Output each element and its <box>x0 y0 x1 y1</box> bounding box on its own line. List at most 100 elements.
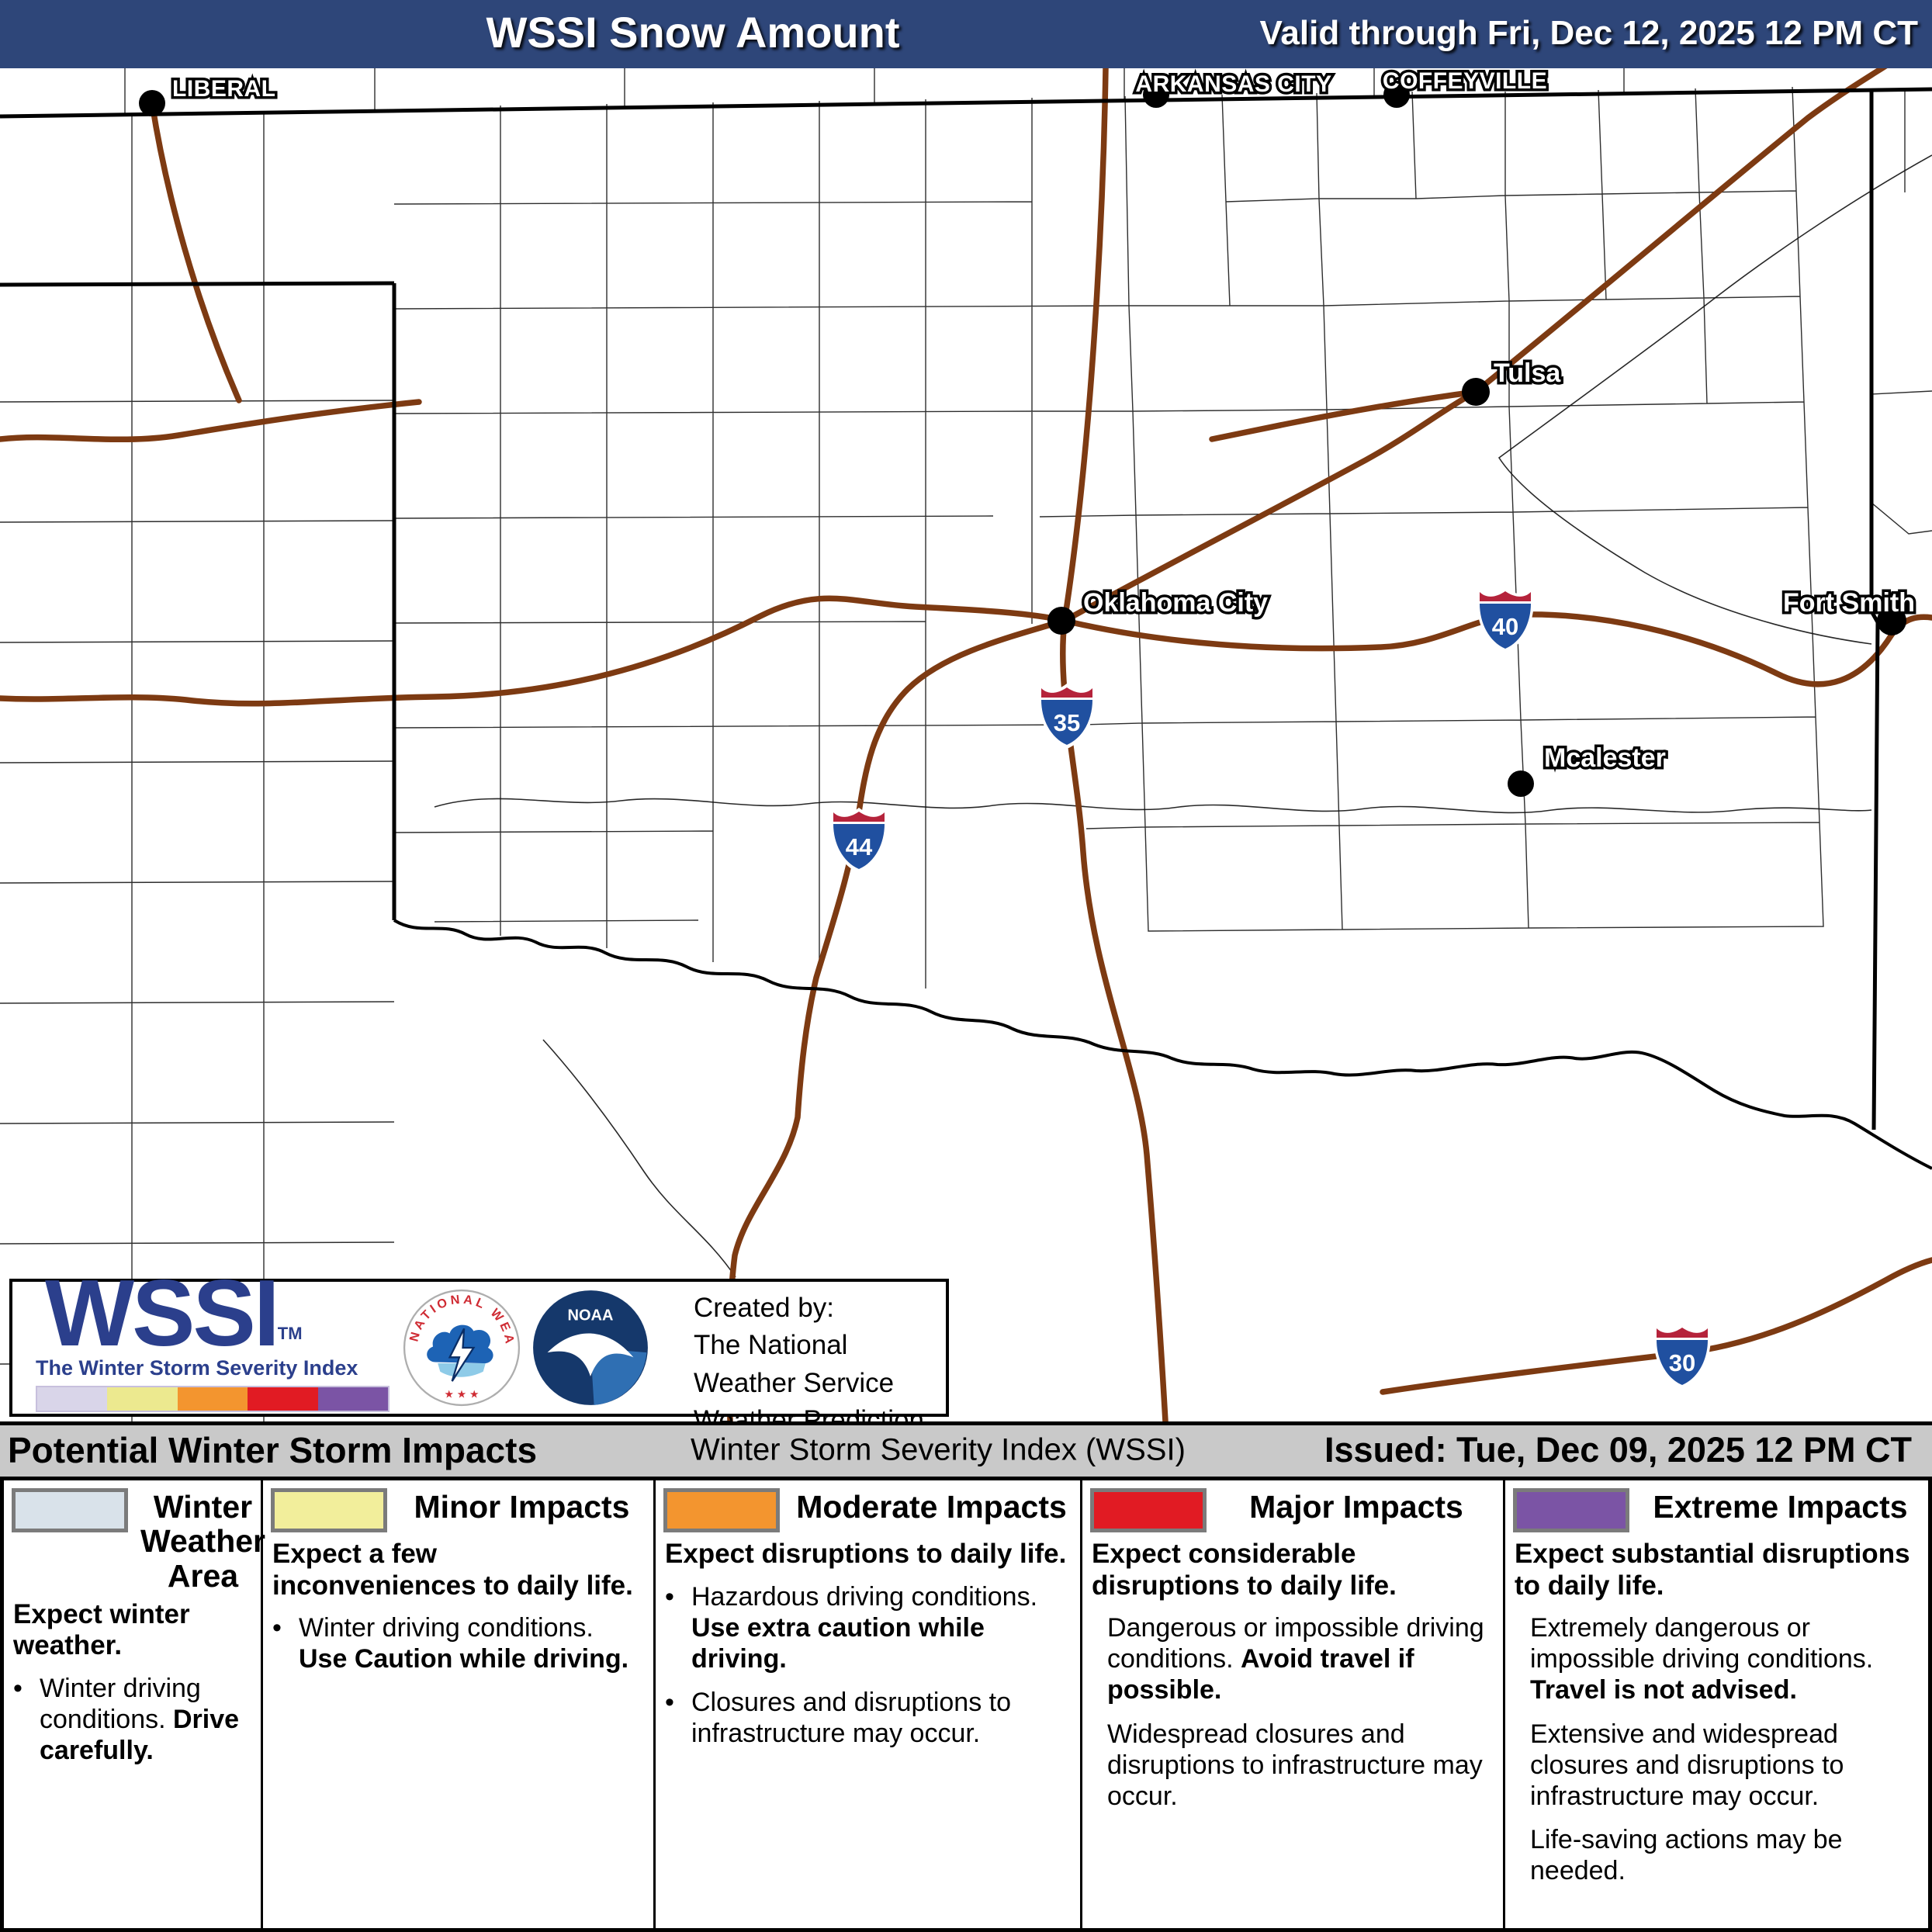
wssi-index-label: Winter Storm Severity Index (WSSI) <box>691 1432 1186 1467</box>
city-label-coffeyville: COFFEYVILLE <box>1383 68 1547 94</box>
road-i44-southwest <box>726 618 1068 1425</box>
issued-timestamp: Issued: Tue, Dec 09, 2025 12 PM CT <box>1324 1429 1912 1470</box>
impacts-title-bar: Potential Winter Storm Impacts Winter St… <box>0 1421 1932 1480</box>
nws-logo-icon: NATIONAL WEATHER SERVICE ★ ★ ★ <box>402 1288 521 1407</box>
bullet-icon: • <box>665 1581 674 1612</box>
minor-impacts-swatch <box>271 1488 387 1532</box>
city-label-arkansas-city: ARKANSAS CITY <box>1135 71 1331 97</box>
colorbar-cell-major <box>248 1387 318 1411</box>
county-lines-west <box>0 68 1625 1421</box>
road-turner-turnpike <box>1061 389 1479 624</box>
header-bar: WSSI Snow Amount Valid through Fri, Dec … <box>0 0 1932 68</box>
colorbar-cell-moderate <box>177 1387 248 1411</box>
extreme-impacts-para-1: Extremely dangerous or impossible drivin… <box>1530 1613 1874 1705</box>
city-label-tulsa: Tulsa <box>1494 358 1561 388</box>
bullet-icon: • <box>665 1687 674 1717</box>
city-dot-liberal <box>139 90 165 116</box>
moderate-impacts-intro: Expect disruptions to daily life. <box>665 1539 1067 1569</box>
wssi-tagline: The Winter Storm Severity Index <box>36 1356 358 1380</box>
svg-text:NOAA: NOAA <box>568 1307 614 1324</box>
kansas-border <box>0 87 1932 119</box>
moderate-impacts-bullet-1: • Hazardous driving conditions. Use extr… <box>665 1581 1038 1674</box>
moderate-impacts-bullet-2: • Closures and disruptions to infrastruc… <box>665 1687 1012 1749</box>
bullet-icon: • <box>13 1673 23 1703</box>
interstate-shield-35-icon: 35 <box>1038 684 1096 749</box>
wssi-severity-colorbar <box>36 1386 390 1412</box>
page-title: WSSI Snow Amount <box>486 7 900 57</box>
state-borders <box>0 87 1932 1170</box>
city-dot-coffeyville <box>1383 81 1410 108</box>
svg-text:44: 44 <box>846 833 873 860</box>
legend-col-major-impacts: Major Impacts Expect considerable disrup… <box>1082 1480 1505 1928</box>
winter-weather-intro: Expect winter weather. <box>13 1598 190 1661</box>
colorbar-cell-winter-weather <box>37 1387 108 1411</box>
road-i35-north <box>1061 65 1109 624</box>
county-lines-east <box>1036 86 1932 932</box>
wssi-map: LIBERAL ARKANSAS CITY COFFEYVILLE Tulsa … <box>0 61 1932 1425</box>
city-dots <box>139 81 1906 797</box>
interstate-shield-44-icon: 44 <box>830 808 888 873</box>
city-dot-fort-smith <box>1877 606 1906 635</box>
arkansas-border <box>1869 89 1880 1130</box>
city-label-fort-smith: Fort Smith <box>1783 588 1915 618</box>
city-dot-mcalester <box>1508 770 1534 797</box>
valid-through-label: Valid through Fri, Dec 12, 2025 12 PM CT <box>1259 14 1918 52</box>
legend-col-extreme-impacts: Extreme Impacts Expect substantial disru… <box>1505 1480 1928 1928</box>
extreme-impacts-para-2: Extensive and widespread closures and di… <box>1530 1719 1844 1811</box>
city-dot-tulsa <box>1462 378 1490 406</box>
extreme-impacts-title: Extreme Impacts <box>1653 1489 1908 1525</box>
red-river-border <box>393 919 1932 1170</box>
created-by-line2: The National Weather Service <box>694 1330 895 1398</box>
moderate-impacts-title: Moderate Impacts <box>796 1489 1067 1525</box>
impacts-title: Potential Winter Storm Impacts <box>8 1429 538 1470</box>
map-canvas: LIBERAL ARKANSAS CITY COFFEYVILLE Tulsa … <box>0 61 1932 1425</box>
wssi-wordmark: WSSITM <box>45 1260 303 1366</box>
city-labels: LIBERAL ARKANSAS CITY COFFEYVILLE Tulsa … <box>170 66 1918 776</box>
major-impacts-para-2: Widespread closures and disruptions to i… <box>1107 1719 1483 1811</box>
winter-weather-bullet-1: • Winter driving conditions. Drive caref… <box>13 1673 240 1766</box>
extreme-impacts-para-3: Life-saving actions may be needed. <box>1530 1824 1843 1885</box>
minor-impacts-title: Minor Impacts <box>414 1489 630 1525</box>
minor-impacts-intro: Expect a few inconveniences to daily lif… <box>272 1539 633 1601</box>
moderate-impacts-swatch <box>663 1488 780 1532</box>
city-dot-arkansas-city <box>1143 81 1169 108</box>
road-tulsa-west <box>1209 389 1479 442</box>
road-i40-east <box>1061 611 1932 687</box>
minor-impacts-bullet-1: • Winter driving conditions. Use Caution… <box>272 1613 629 1674</box>
extreme-impacts-swatch <box>1513 1488 1629 1532</box>
road-i30 <box>1380 1257 1932 1395</box>
svg-text:30: 30 <box>1669 1349 1695 1376</box>
city-label-mcalester: Mcalester <box>1544 743 1666 773</box>
major-impacts-para-1: Dangerous or impossible driving conditio… <box>1107 1613 1484 1705</box>
legend-col-moderate-impacts: Moderate Impacts Expect disruptions to d… <box>656 1480 1082 1928</box>
svg-text:35: 35 <box>1054 709 1080 736</box>
city-dot-oklahoma-city <box>1047 607 1075 635</box>
canadian-river <box>434 798 1872 814</box>
city-label-liberal: LIBERAL <box>172 76 276 102</box>
noaa-logo-icon: NOAA <box>533 1290 648 1405</box>
arkansas-river <box>1497 154 1932 645</box>
major-impacts-swatch <box>1090 1488 1207 1532</box>
svg-text:★ ★ ★: ★ ★ ★ <box>445 1388 480 1401</box>
winter-weather-swatch <box>12 1488 128 1532</box>
road-i40-west <box>0 595 1068 707</box>
interstate-shield-30-icon: 30 <box>1653 1324 1711 1389</box>
city-label-oklahoma-city: Oklahoma City <box>1083 588 1268 618</box>
extreme-impacts-intro: Expect substantial disruptions to daily … <box>1515 1539 1910 1601</box>
interstate-shields: 35 40 44 30 <box>830 587 1711 1389</box>
colorbar-cell-extreme <box>317 1387 389 1411</box>
legend-col-minor-impacts: Minor Impacts Expect a few inconvenience… <box>263 1480 656 1928</box>
svg-text:40: 40 <box>1492 613 1518 640</box>
road-i44-northeast <box>1473 61 1892 395</box>
interstate-shield-40-icon: 40 <box>1477 587 1534 653</box>
winter-weather-title: Winter Weather Area <box>140 1489 266 1594</box>
created-by-line1: Created by: <box>694 1293 834 1323</box>
wssi-credit-box: WSSITM The Winter Storm Severity Index N… <box>9 1260 949 1473</box>
texas-panhandle-border <box>0 281 395 287</box>
impacts-legend: Winter Weather Area Expect winter weathe… <box>0 1480 1932 1932</box>
bullet-icon: • <box>272 1613 282 1643</box>
legend-col-winter-weather-area: Winter Weather Area Expect winter weathe… <box>4 1480 266 1928</box>
major-impacts-intro: Expect considerable disruptions to daily… <box>1092 1539 1397 1601</box>
trademark-symbol: TM <box>277 1324 303 1343</box>
